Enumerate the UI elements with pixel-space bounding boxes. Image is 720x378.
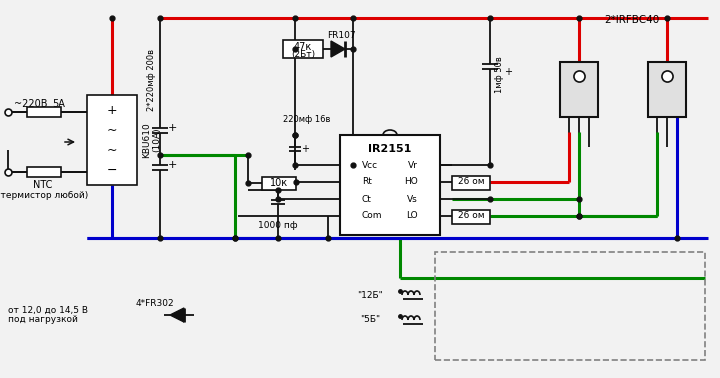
Text: 1мф 50в: 1мф 50в bbox=[495, 57, 505, 93]
Text: "12Б": "12Б" bbox=[357, 291, 383, 299]
Polygon shape bbox=[170, 308, 184, 322]
Text: 5A: 5A bbox=[52, 99, 65, 109]
Bar bbox=[560, 62, 598, 117]
Text: (2Бт): (2Бт) bbox=[291, 50, 315, 59]
Text: от 12,0 до 14,5 В: от 12,0 до 14,5 В bbox=[8, 305, 88, 314]
Text: O: O bbox=[576, 71, 582, 81]
Polygon shape bbox=[331, 41, 345, 57]
Text: 26 ом: 26 ом bbox=[458, 212, 485, 220]
Text: LO: LO bbox=[406, 212, 418, 220]
Text: IR2151: IR2151 bbox=[369, 144, 412, 154]
Text: +: + bbox=[167, 123, 176, 133]
Bar bbox=[283, 40, 323, 58]
Text: ~220B: ~220B bbox=[14, 99, 48, 109]
Text: −: − bbox=[107, 164, 117, 177]
Bar bbox=[648, 62, 686, 117]
Text: 1000 пф: 1000 пф bbox=[258, 220, 298, 229]
Text: 47к: 47к bbox=[294, 42, 312, 52]
Bar bbox=[435, 252, 705, 360]
Text: 2*220мф 200в: 2*220мф 200в bbox=[148, 49, 156, 111]
Text: +: + bbox=[301, 144, 309, 154]
Bar bbox=[452, 210, 490, 224]
Text: (термистор любой): (термистор любой) bbox=[0, 191, 89, 200]
Bar bbox=[340, 135, 440, 235]
Text: 4*FR302: 4*FR302 bbox=[135, 299, 174, 307]
Text: ~: ~ bbox=[107, 144, 117, 156]
Text: Vs: Vs bbox=[408, 195, 418, 203]
Text: KBU610: KBU610 bbox=[143, 122, 151, 158]
Bar bbox=[27, 107, 61, 117]
Text: +: + bbox=[107, 104, 117, 116]
Text: 220мф 16в: 220мф 16в bbox=[283, 116, 330, 124]
Text: 26 ом: 26 ом bbox=[458, 178, 485, 186]
Text: под нагрузкой: под нагрузкой bbox=[8, 316, 78, 324]
Text: NTC: NTC bbox=[33, 180, 53, 190]
Text: Vcc: Vcc bbox=[362, 161, 378, 169]
Bar bbox=[452, 176, 490, 190]
Text: ~: ~ bbox=[107, 124, 117, 136]
Text: O: O bbox=[664, 71, 670, 81]
Text: FR107: FR107 bbox=[327, 31, 355, 39]
Text: Com: Com bbox=[362, 212, 382, 220]
Text: "5Б": "5Б" bbox=[360, 316, 380, 324]
Text: Ct: Ct bbox=[362, 195, 372, 203]
Text: Rt: Rt bbox=[362, 178, 372, 186]
Text: 2*IRFBC40: 2*IRFBC40 bbox=[604, 15, 660, 25]
Text: 10к: 10к bbox=[270, 178, 288, 188]
Text: HO: HO bbox=[404, 178, 418, 186]
Bar bbox=[87, 95, 137, 185]
Text: Vr: Vr bbox=[408, 161, 418, 169]
Text: +: + bbox=[504, 67, 512, 77]
Bar bbox=[27, 167, 61, 177]
Bar bbox=[262, 177, 296, 190]
Text: (10A): (10A) bbox=[153, 128, 161, 152]
Text: +: + bbox=[167, 160, 176, 170]
